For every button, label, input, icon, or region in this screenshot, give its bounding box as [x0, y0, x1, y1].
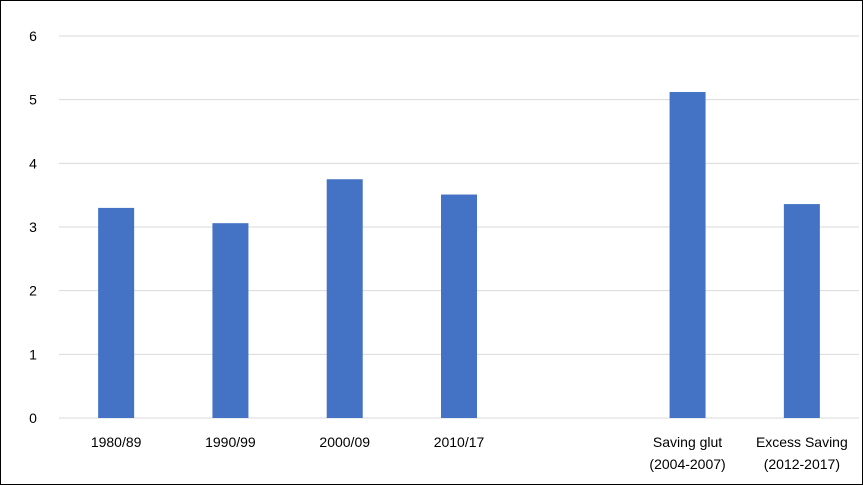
- x-tick-label: 2000/09: [319, 434, 370, 450]
- bar: [441, 194, 477, 418]
- y-tick-label: 3: [29, 219, 37, 235]
- x-tick-label: 1990/99: [205, 434, 256, 450]
- y-tick-label: 4: [29, 155, 37, 171]
- y-axis-tick-labels: 0 1 2 3 4 5 6: [29, 28, 37, 426]
- bar: [212, 223, 249, 418]
- y-tick-label: 6: [29, 28, 37, 44]
- y-tick-label: 2: [29, 283, 37, 299]
- x-tick-label: Excess Saving: [756, 434, 848, 450]
- x-tick-label: Saving glut: [653, 434, 722, 450]
- y-tick-label: 1: [29, 346, 37, 362]
- x-tick-label: 1980/89: [91, 434, 142, 450]
- bar: [669, 92, 706, 418]
- y-tick-label: 0: [29, 410, 37, 426]
- x-axis-tick-labels: 1980/89 1990/99 2000/09 2010/17 Saving glut (…: [91, 434, 848, 472]
- bar: [783, 204, 820, 418]
- bar: [98, 207, 135, 418]
- x-tick-label: (2012-2017): [764, 456, 840, 472]
- y-tick-label: 5: [29, 92, 37, 108]
- x-tick-label: (2004-2007): [649, 456, 725, 472]
- bar: [326, 179, 363, 418]
- x-tick-label: 2010/17: [434, 434, 485, 450]
- bars: [98, 92, 820, 418]
